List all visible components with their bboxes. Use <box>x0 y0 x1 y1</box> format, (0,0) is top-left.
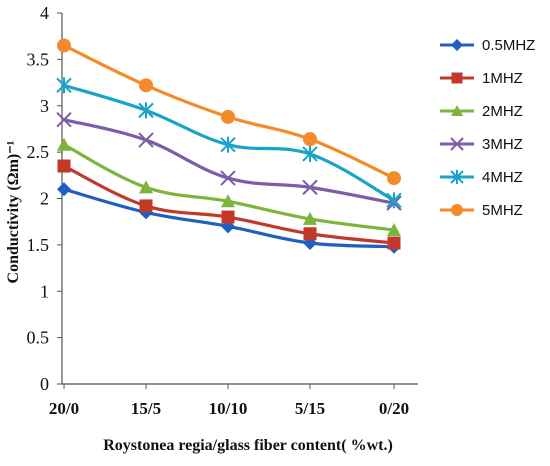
legend-item: 0.5MHZ <box>440 37 535 54</box>
legend-item: 1MHZ <box>440 70 523 87</box>
x-tick-label: 10/10 <box>209 399 248 418</box>
asterisk-marker <box>138 102 154 119</box>
asterisk-marker <box>56 77 72 94</box>
circle-marker <box>451 204 463 216</box>
y-tick-label: 0.5 <box>27 328 50 348</box>
x-marker <box>450 137 464 151</box>
x-tick-label: 20/0 <box>49 399 79 418</box>
circle-marker <box>139 78 153 93</box>
series-5mhz <box>57 38 401 186</box>
x-marker-stroke <box>302 179 318 196</box>
asterisk-marker <box>302 145 318 162</box>
diamond-marker <box>451 39 463 51</box>
square-marker <box>221 210 235 224</box>
square-marker <box>139 199 153 213</box>
asterisk-marker <box>386 192 402 209</box>
legend-item: 4MHZ <box>440 169 523 186</box>
legend-label: 1MHZ <box>482 70 523 87</box>
series-1mhz <box>57 159 401 250</box>
legend-label: 2MHZ <box>482 103 523 120</box>
x-tick-label: 0/20 <box>379 399 409 418</box>
x-marker <box>302 179 318 196</box>
triangle-marker <box>221 194 235 208</box>
y-tick-label: 1.5 <box>27 235 50 255</box>
series-4mhz <box>56 77 402 209</box>
circle-marker <box>387 171 401 186</box>
triangle-marker <box>139 180 153 194</box>
x-tick-label: 5/15 <box>295 399 325 418</box>
legend-item: 3MHZ <box>440 136 523 153</box>
y-tick-label: 3 <box>40 96 49 116</box>
y-tick-label: 2.5 <box>27 142 50 162</box>
circle-marker <box>57 38 71 53</box>
y-tick-label: 2 <box>40 189 49 209</box>
x-marker-stroke <box>220 170 236 186</box>
x-marker-stroke <box>56 111 72 128</box>
y-tick-label: 3.5 <box>27 49 50 69</box>
legend-item: 2MHZ <box>440 103 523 120</box>
y-axis: 0 0.5 1 1.5 2 2.5 3 3.5 4 <box>27 3 63 394</box>
series-2mhz <box>57 137 401 237</box>
square-marker <box>387 236 401 250</box>
diamond-marker <box>57 182 71 197</box>
triangle-marker <box>451 105 463 116</box>
legend: 0.5MHZ 1MHZ 2MHZ 3MHZ 4MHZ 5MHZ <box>440 37 535 219</box>
legend-label: 3MHZ <box>482 136 523 153</box>
triangle-marker <box>57 137 71 151</box>
y-axis-title: Conductivity (Ωm)⁻¹ <box>5 140 22 283</box>
x-marker <box>56 111 72 128</box>
x-marker <box>138 132 154 148</box>
asterisk-marker <box>450 170 464 184</box>
circle-marker <box>303 132 317 147</box>
y-tick-label: 1 <box>40 281 49 301</box>
x-marker-stroke <box>138 132 154 148</box>
x-axis: 20/0 15/5 10/10 5/15 0/20 <box>49 383 418 418</box>
legend-item: 5MHZ <box>440 202 523 219</box>
x-marker-stroke <box>450 137 464 151</box>
square-marker <box>303 227 317 241</box>
asterisk-marker <box>220 136 236 153</box>
square-marker <box>451 72 463 84</box>
legend-label: 5MHZ <box>482 202 523 219</box>
x-axis-title: Roystonea regia/glass fiber content( %wt… <box>103 437 393 454</box>
series-layer <box>56 38 402 254</box>
legend-label: 0.5MHZ <box>482 37 535 54</box>
triangle-marker <box>303 211 317 225</box>
y-tick-label: 4 <box>40 3 49 23</box>
y-tick-label: 0 <box>40 374 49 394</box>
x-marker <box>220 170 236 186</box>
legend-label: 4MHZ <box>482 169 523 186</box>
circle-marker <box>221 109 235 124</box>
series-3mhz <box>56 111 402 211</box>
square-marker <box>57 159 71 173</box>
triangle-marker <box>387 223 401 237</box>
x-tick-label: 15/5 <box>131 399 161 418</box>
